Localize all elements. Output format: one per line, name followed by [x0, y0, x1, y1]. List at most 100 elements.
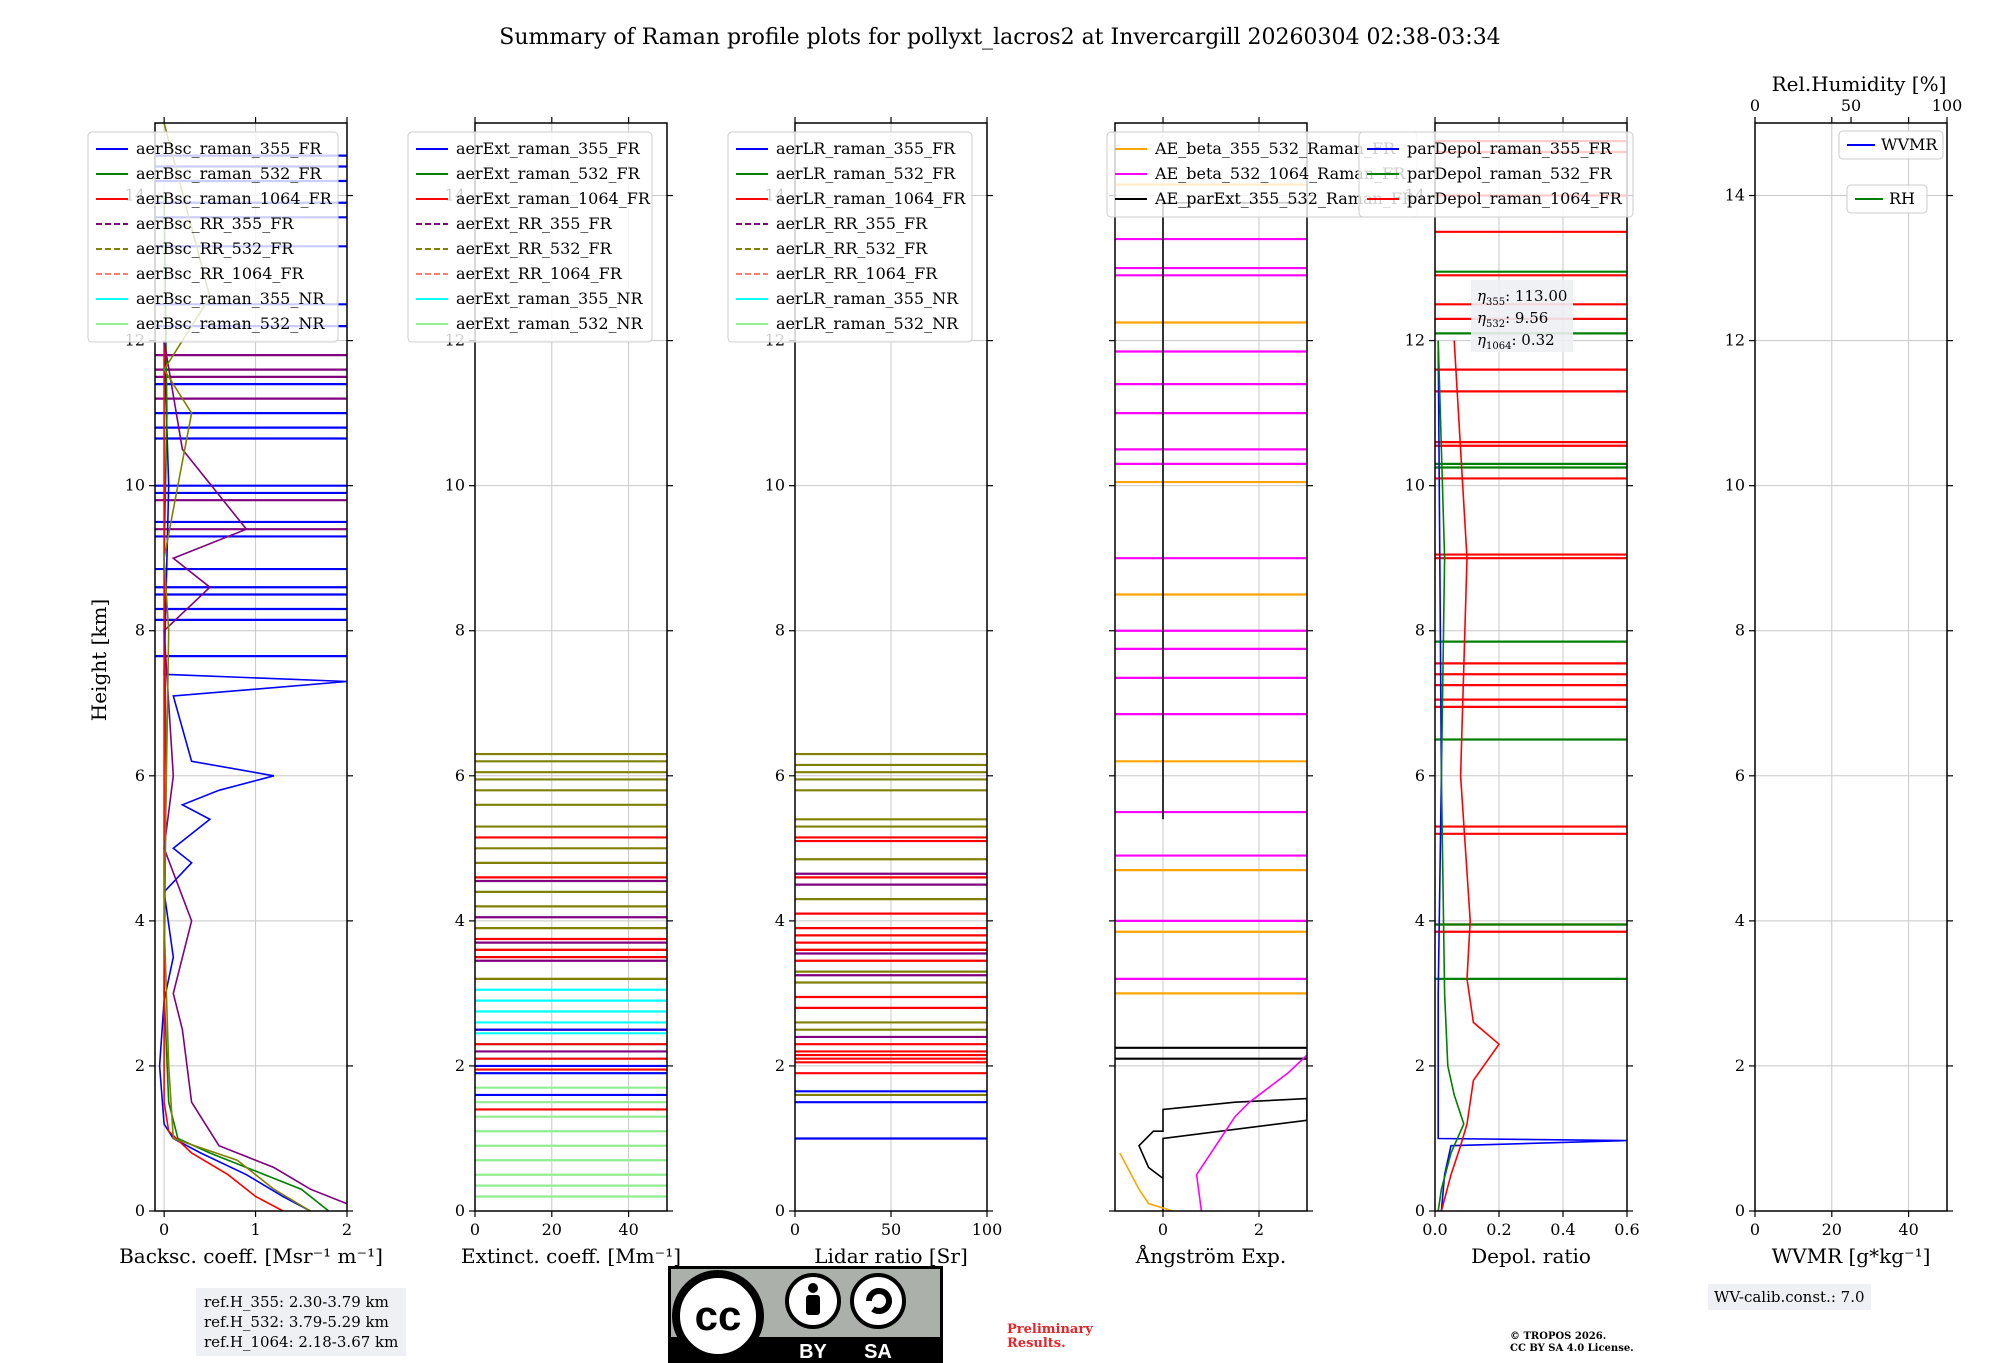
sa-label: SA: [864, 1341, 892, 1363]
y-tick-label: 8: [1415, 621, 1425, 640]
x-tick-label: 0: [790, 1220, 800, 1239]
y-tick-label: 12: [1405, 331, 1425, 350]
y-tick-label: 10: [1725, 476, 1745, 495]
copyright-note: © TROPOS 2026. CC BY SA 4.0 License.: [1510, 1331, 1634, 1355]
legend-box: [1358, 131, 1634, 218]
y-tick-label: 8: [135, 621, 145, 640]
results-line: Results.: [1007, 1336, 1066, 1351]
legend-entry: aerLR_raman_1064_FR: [776, 189, 966, 208]
x-tick-label: 1: [250, 1220, 260, 1239]
x-tick-label: 20: [542, 1220, 562, 1239]
series-aerBsc_raman_1064_FR: [163, 340, 284, 1211]
panel-lidarratio: 05010002468101214Lidar ratio [Sr]aerLR_r…: [727, 117, 1002, 1268]
legend-entry: AE_parExt_355_532_Raman_FR: [1154, 189, 1415, 208]
ref-height-1064: ref.H_1064: 2.18-3.67 km: [204, 1333, 399, 1351]
eta-label: η355: 113.00: [1477, 287, 1567, 308]
series-aerBsc_raman_532_FR: [163, 195, 330, 1211]
license-line: CC BY SA 4.0 License.: [1510, 1343, 1634, 1354]
legend-box: [1838, 130, 1944, 160]
y-tick-label: 10: [765, 476, 785, 495]
x-tick-label: 2: [1254, 1220, 1264, 1239]
panel-backscatter: 01202468101214Backsc. coeff. [Msr⁻¹ m⁻¹]…: [87, 117, 383, 1268]
legend-box: [727, 131, 973, 343]
figure-title: Summary of Raman profile plots for polly…: [499, 25, 1500, 50]
series-parDepol_raman_355_FR: [1437, 340, 1627, 1211]
data-layer: [475, 752, 667, 1198]
x-tick-label: 50: [881, 1220, 901, 1239]
y-tick-label: 6: [1415, 766, 1425, 785]
y-tick-label: 0: [1735, 1201, 1745, 1220]
legend-entry: parDepol_raman_1064_FR: [1407, 189, 1623, 208]
x-tick-label: 0.2: [1486, 1220, 1511, 1239]
top-x-axis-label: Rel.Humidity [%]: [1772, 72, 1947, 96]
y-tick-label: 0: [775, 1201, 785, 1220]
legend-entry: aerBsc_raman_355_FR: [136, 139, 322, 158]
wv-calibration-box: WV-calib.const.: 7.0: [1708, 1284, 1871, 1310]
legend-entry: aerExt_RR_1064_FR: [456, 264, 623, 283]
axes-frame: [1114, 122, 1308, 1212]
x-tick-label: 20: [1822, 1220, 1842, 1239]
legend-entry: aerExt_RR_532_FR: [456, 239, 613, 258]
legend-entry: aerBsc_RR_1064_FR: [136, 264, 305, 283]
legend-entry: aerLR_raman_532_NR: [776, 314, 959, 333]
x-tick-label: 0: [470, 1220, 480, 1239]
y-tick-label: 4: [775, 911, 785, 930]
y-tick-label: 4: [1415, 911, 1425, 930]
y-tick-label: 4: [135, 911, 145, 930]
y-tick-label: 10: [1405, 476, 1425, 495]
preliminary-note: Preliminary Results.: [1007, 1323, 1093, 1351]
data-layer: [795, 752, 987, 1140]
legend-entry: aerBsc_raman_532_NR: [136, 314, 325, 333]
x-axis-label: Backsc. coeff. [Msr⁻¹ m⁻¹]: [119, 1244, 383, 1268]
top-x-tick-label: 100: [1932, 96, 1963, 115]
legend-box: [407, 131, 653, 343]
x-tick-label: 0: [1158, 1220, 1168, 1239]
series-AE_parExt_355_532_Raman_FR: [1138, 1097, 1307, 1211]
legend-entry: parDepol_raman_532_FR: [1407, 164, 1613, 183]
legend-entry: RH: [1889, 189, 1915, 208]
eta-label: η1064: 0.32: [1477, 331, 1555, 352]
legend-entry: aerLR_RR_355_FR: [776, 214, 928, 233]
legend-entry: aerBsc_raman_532_FR: [136, 164, 322, 183]
top-x-tick-label: 0: [1750, 96, 1760, 115]
legend-entry: aerExt_raman_355_NR: [456, 289, 644, 308]
series-parDepol_raman_532_FR: [1437, 340, 1465, 1211]
legend-entry: AE_beta_355_532_Raman_FR: [1154, 139, 1396, 158]
legend-entry: AE_beta_532_1064_Raman_FR: [1154, 164, 1406, 183]
panel-angstrom: 0 2 Ångström Exp. AE_beta_355_532_Raman_FR A…: [1106, 117, 1418, 1268]
legend-box: [87, 131, 339, 343]
x-axis-label: WVMR [g*kg⁻¹]: [1772, 1244, 1931, 1268]
series-parDepol_raman_1064_FR: [1440, 340, 1501, 1211]
x-axis-label: Extinct. coeff. [Mm⁻¹]: [461, 1244, 681, 1268]
top-x-tick-label: 50: [1841, 96, 1861, 115]
x-tick-label: 0.6: [1614, 1220, 1639, 1239]
axes-frame: [474, 122, 668, 1212]
legend-entry: aerLR_raman_532_FR: [776, 164, 956, 183]
x-tick-label: 2: [342, 1220, 352, 1239]
y-tick-label: 8: [455, 621, 465, 640]
legend-entry: aerLR_RR_1064_FR: [776, 264, 938, 283]
axes-frame: [1754, 122, 1948, 1212]
panel-wvmr: 0 20 40 0 2 4 6 8 10 12 14 WVMR [g*kg⁻¹] 0 50 100Rel.H…: [1725, 72, 1963, 1268]
x-tick-label: 0.4: [1550, 1220, 1575, 1239]
y-tick-label: 2: [1735, 1056, 1745, 1075]
x-tick-label: 0: [1750, 1220, 1760, 1239]
x-tick-label: 0.0: [1422, 1220, 1447, 1239]
y-tick-label: 6: [135, 766, 145, 785]
cc-logo-icon: [672, 1270, 764, 1362]
cc-license-badge: cc BY SA: [668, 1266, 943, 1363]
y-tick-label: 4: [1735, 911, 1745, 930]
y-tick-label: 12: [1725, 331, 1745, 350]
series-aerBsc_raman_355_FR: [158, 340, 347, 1211]
data-layer: [1115, 183, 1307, 1211]
axes-frame: [794, 122, 988, 1212]
series-AE_parExt_355_532_Raman_FR_upper: [1162, 202, 1307, 820]
panels: 01202468101214Backsc. coeff. [Msr⁻¹ m⁻¹]…: [87, 72, 1963, 1268]
y-tick-label: 2: [1415, 1056, 1425, 1075]
preliminary-line: Preliminary: [1007, 1322, 1093, 1337]
legend-entry: aerBsc_raman_355_NR: [136, 289, 325, 308]
x-axis-label: Depol. ratio: [1471, 1244, 1591, 1268]
y-tick-label: 2: [775, 1056, 785, 1075]
series-aerBsc_RR_355_FR: [163, 340, 347, 1205]
legend-box: [1846, 184, 1928, 214]
